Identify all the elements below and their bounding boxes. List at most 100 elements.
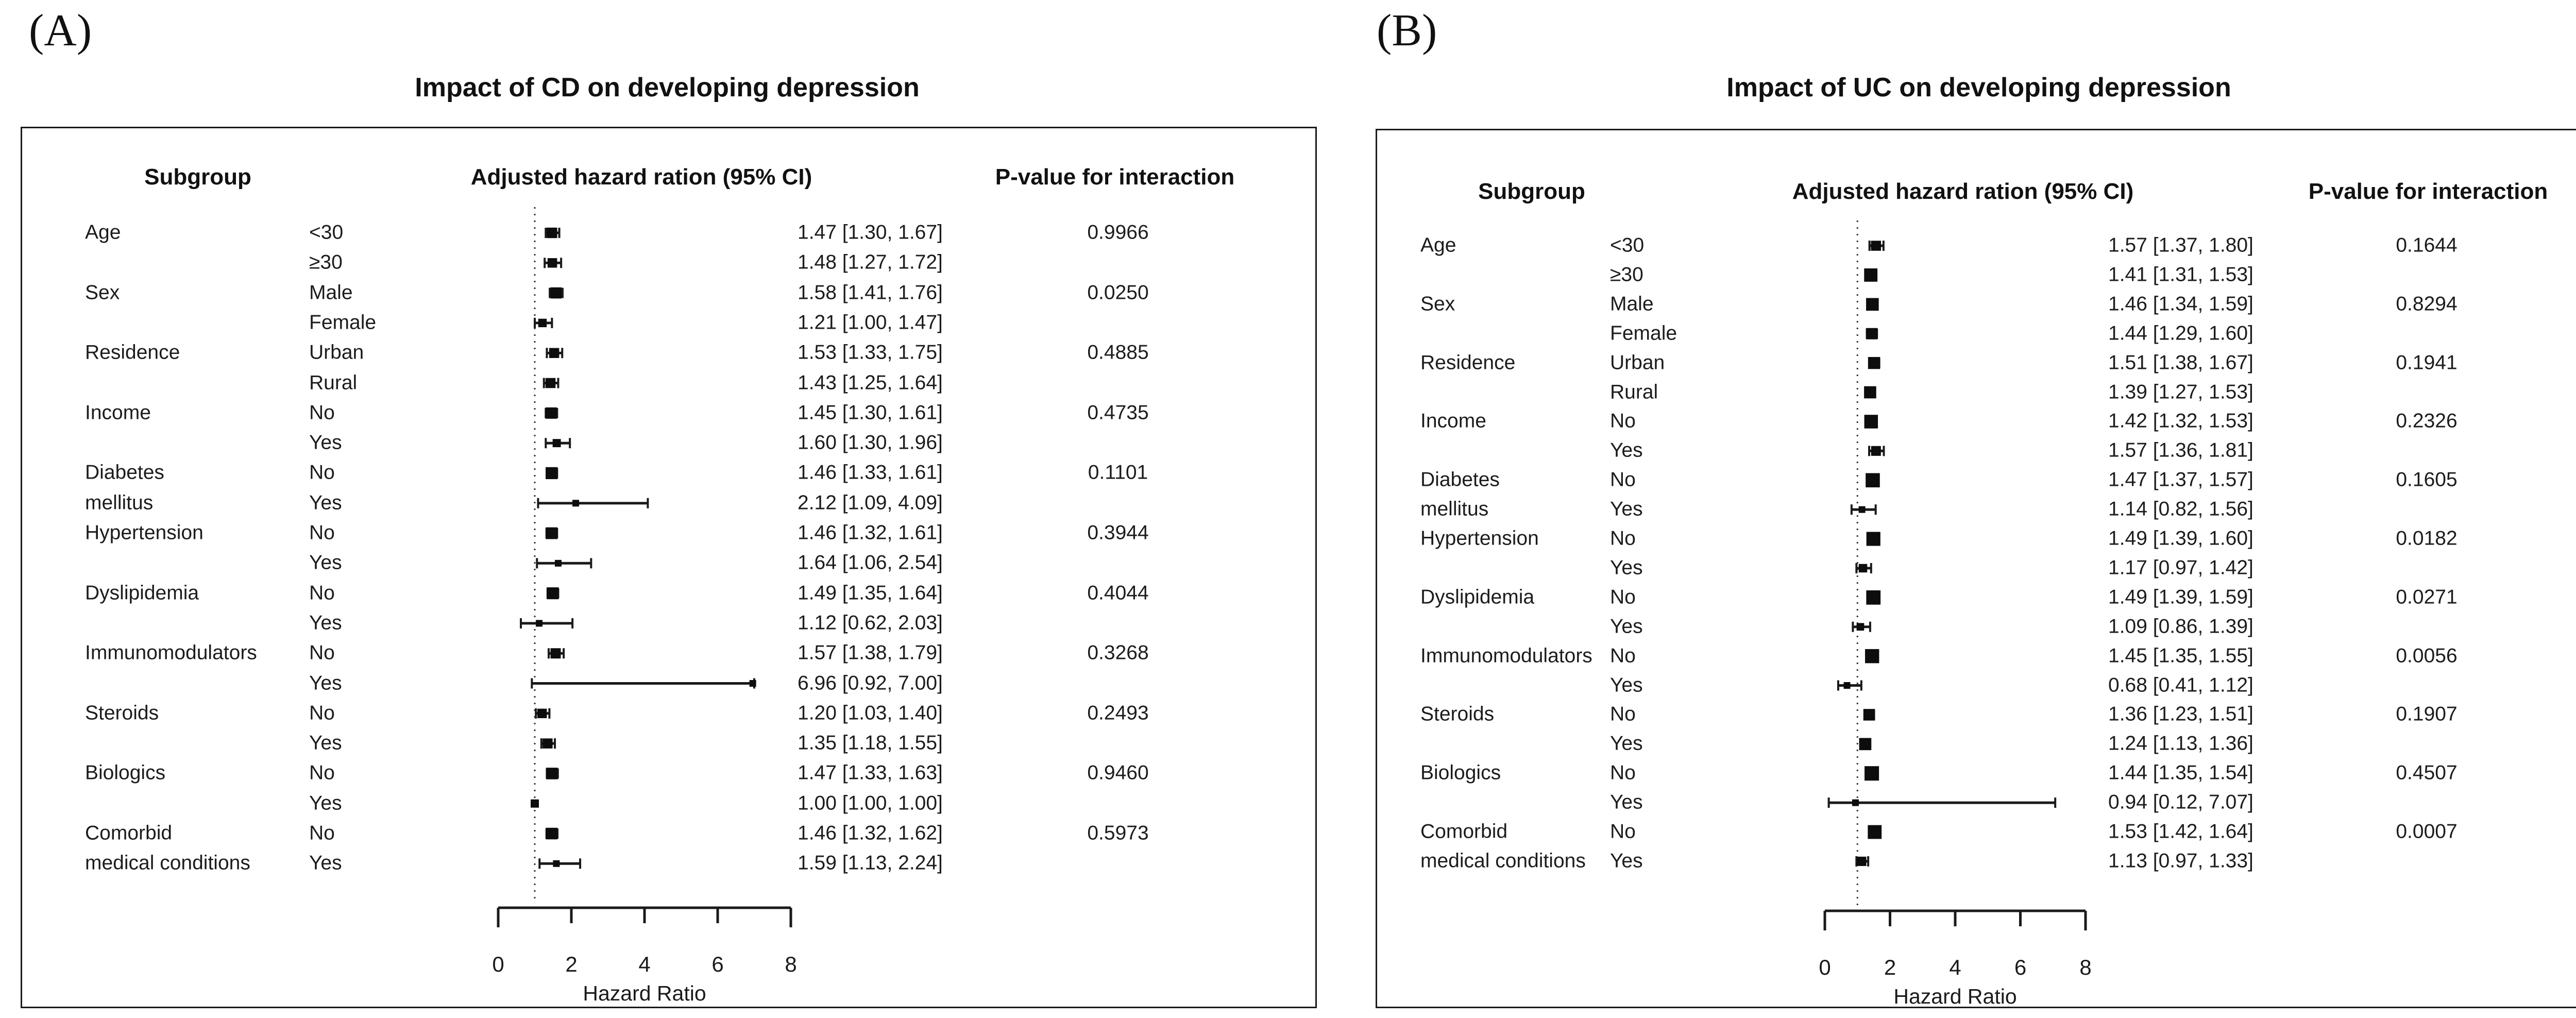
row-estimate-text: 1.14 [0.82, 1.56] <box>2108 498 2253 520</box>
row-estimate-text: 1.48 [1.27, 1.72] <box>798 251 943 274</box>
row-level-label: ≥30 <box>1610 263 1643 286</box>
row-estimate-text: 1.53 [1.33, 1.75] <box>798 341 943 364</box>
row-pvalue: 0.0007 <box>2396 820 2458 843</box>
row-estimate-text: 1.21 [1.00, 1.47] <box>798 311 943 334</box>
panel-title-b: Impact of UC on developing depression <box>1726 73 2231 103</box>
row-subgroup-label: Immunomodulators <box>1420 644 1592 667</box>
row-estimate-text: 2.12 [1.09, 4.09] <box>798 491 943 514</box>
column-header-pvalue: P-value for interaction <box>995 164 1235 190</box>
row-subgroup-label: Comorbid <box>85 822 173 844</box>
row-estimate-text: 1.17 [0.97, 1.42] <box>2108 556 2253 579</box>
row-subgroup-label: Comorbid <box>1420 820 1508 843</box>
column-header-subgroup: Subgroup <box>144 164 251 190</box>
row-estimate-text: 1.41 [1.31, 1.53] <box>2108 263 2253 286</box>
row-level-label: Yes <box>1610 556 1643 579</box>
row-estimate-text: 1.59 [1.13, 2.24] <box>798 852 943 875</box>
row-pvalue: 0.4735 <box>1087 401 1149 424</box>
row-estimate-text: 1.45 [1.35, 1.55] <box>2108 644 2253 667</box>
row-level-label: Yes <box>1610 615 1643 638</box>
row-level-label: No <box>309 582 335 604</box>
row-level-label: Yes <box>309 491 342 514</box>
row-level-label: No <box>309 401 335 424</box>
row-subgroup-label: Biologics <box>85 762 166 785</box>
row-pvalue: 0.9460 <box>1087 762 1149 785</box>
row-pvalue: 0.8294 <box>2396 293 2458 315</box>
row-estimate-text: 1.46 [1.34, 1.59] <box>2108 293 2253 315</box>
row-level-label: Yes <box>309 672 342 694</box>
row-subgroup-label: medical conditions <box>85 852 250 875</box>
panel-label-a: (A) <box>29 6 92 56</box>
row-level-label: No <box>309 462 335 484</box>
row-subgroup-label: Sex <box>1420 293 1455 315</box>
row-level-label: No <box>1610 586 1636 608</box>
row-estimate-text: 1.44 [1.35, 1.54] <box>2108 761 2253 784</box>
row-estimate-text: 1.13 [0.97, 1.33] <box>2108 850 2253 872</box>
row-level-label: Yes <box>309 852 342 875</box>
row-subgroup-label: medical conditions <box>1420 850 1586 872</box>
row-level-label: No <box>309 822 335 844</box>
row-estimate-text: 1.58 [1.41, 1.76] <box>798 281 943 304</box>
row-estimate-text: 1.12 [0.62, 2.03] <box>798 612 943 634</box>
row-pvalue: 0.9966 <box>1087 221 1149 244</box>
column-header-subgroup: Subgroup <box>1478 179 1585 204</box>
row-estimate-text: 1.36 [1.23, 1.51] <box>2108 703 2253 726</box>
row-estimate-text: 1.47 [1.37, 1.57] <box>2108 468 2253 491</box>
row-level-label: Yes <box>309 732 342 754</box>
row-subgroup-label: mellitus <box>85 491 154 514</box>
row-level-label: <30 <box>1610 234 1645 257</box>
row-pvalue: 0.0250 <box>1087 281 1149 304</box>
panel-border-b <box>1376 129 2576 1008</box>
row-pvalue: 0.4885 <box>1087 341 1149 364</box>
row-estimate-text: 1.57 [1.38, 1.79] <box>798 641 943 664</box>
row-subgroup-label: Age <box>1420 234 1456 257</box>
row-estimate-text: 1.39 [1.27, 1.53] <box>2108 381 2253 403</box>
row-level-label: Female <box>1610 322 1677 345</box>
row-subgroup-label: Age <box>85 221 121 244</box>
row-estimate-text: 1.20 [1.03, 1.40] <box>798 702 943 724</box>
row-level-label: Yes <box>309 792 342 815</box>
row-pvalue: 0.1101 <box>1088 462 1148 484</box>
row-level-label: No <box>309 641 335 664</box>
row-pvalue: 0.0271 <box>2396 586 2458 608</box>
row-pvalue: 0.4044 <box>1087 582 1149 604</box>
row-estimate-text: 1.47 [1.33, 1.63] <box>798 762 943 785</box>
row-estimate-text: 1.51 [1.38, 1.67] <box>2108 351 2253 374</box>
row-estimate-text: 1.43 [1.25, 1.64] <box>798 371 943 394</box>
row-estimate-text: 0.68 [0.41, 1.12] <box>2108 674 2253 697</box>
row-subgroup-label: Income <box>85 401 151 424</box>
row-level-label: No <box>1610 410 1636 433</box>
row-estimate-text: 1.49 [1.39, 1.60] <box>2108 527 2253 550</box>
row-pvalue: 0.1907 <box>2396 703 2458 726</box>
row-pvalue: 0.2326 <box>2396 410 2458 433</box>
panel-border-a <box>21 127 1317 1008</box>
row-estimate-text: 1.46 [1.33, 1.61] <box>798 462 943 484</box>
row-level-label: Yes <box>1610 733 1643 755</box>
row-pvalue: 0.1605 <box>2396 468 2458 491</box>
row-level-label: Yes <box>309 431 342 454</box>
panel-label-b: (B) <box>1377 6 1437 56</box>
row-estimate-text: 1.42 [1.32, 1.53] <box>2108 410 2253 433</box>
row-level-label: No <box>1610 468 1636 491</box>
row-estimate-text: 1.46 [1.32, 1.61] <box>798 521 943 544</box>
row-pvalue: 0.3944 <box>1087 521 1149 544</box>
row-estimate-text: 1.35 [1.18, 1.55] <box>798 732 943 754</box>
row-level-label: No <box>1610 761 1636 784</box>
row-level-label: No <box>1610 527 1636 550</box>
row-level-label: No <box>1610 703 1636 726</box>
row-estimate-text: 0.94 [0.12, 7.07] <box>2108 791 2253 813</box>
row-level-label: Rural <box>1610 381 1658 403</box>
row-level-label: ≥30 <box>309 251 343 274</box>
row-estimate-text: 1.49 [1.39, 1.59] <box>2108 586 2253 608</box>
row-level-label: No <box>1610 644 1636 667</box>
row-estimate-text: 1.00 [1.00, 1.00] <box>798 792 943 815</box>
row-subgroup-label: Hypertension <box>1420 527 1539 550</box>
row-level-label: Yes <box>1610 439 1643 462</box>
row-subgroup-label: Diabetes <box>85 462 164 484</box>
row-level-label: Rural <box>309 371 358 394</box>
row-level-label: No <box>309 762 335 785</box>
row-subgroup-label: Hypertension <box>85 521 204 544</box>
row-subgroup-label: Immunomodulators <box>85 641 257 664</box>
row-subgroup-label: Dyslipidemia <box>1420 586 1535 608</box>
row-level-label: Yes <box>309 552 342 574</box>
